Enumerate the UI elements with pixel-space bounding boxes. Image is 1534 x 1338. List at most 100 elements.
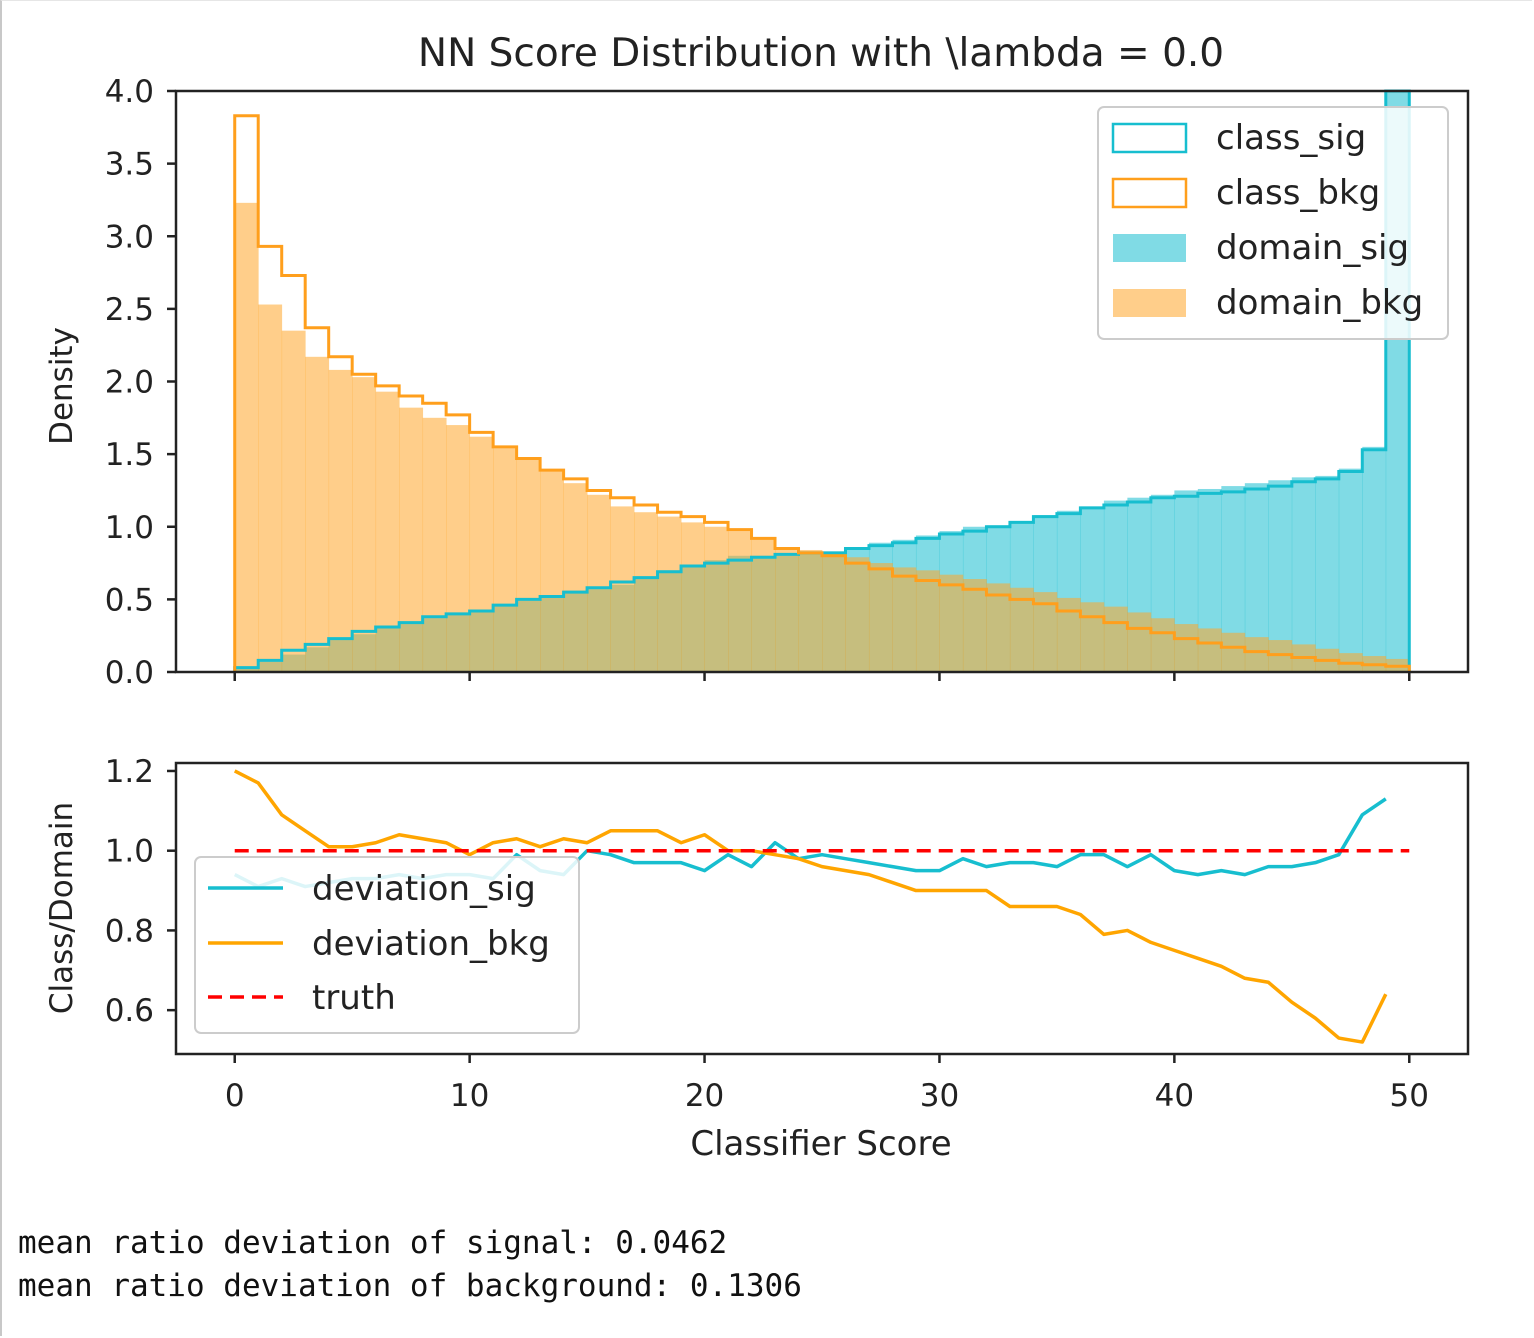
- histogram-y-label: Density: [44, 327, 80, 445]
- ratio-x-label: Classifier Score: [690, 1124, 951, 1164]
- domain-bkg-bar: [469, 436, 494, 672]
- domain-bkg-bar: [798, 549, 823, 672]
- domain-bkg-bar: [657, 516, 682, 672]
- domain-sig-bar: [1362, 446, 1387, 672]
- legend-label-truth: truth: [312, 978, 396, 1018]
- histogram-y-tick-label: 2.0: [105, 365, 154, 401]
- histogram-legend: class_sig class_bkg domain_sig domain_bk…: [1097, 106, 1449, 340]
- domain-bkg-bar: [822, 551, 846, 672]
- ratio-x-tick-label: 10: [450, 1078, 489, 1114]
- domain-bkg-bar: [422, 417, 447, 672]
- histogram-x-ticks: [233, 672, 1411, 681]
- domain-bkg-bar: [610, 506, 635, 672]
- histogram-y-tick-label: 3.5: [105, 147, 154, 183]
- ratio-axes-frame: [174, 761, 1470, 1056]
- histogram-y-tick-label: 4.0: [105, 74, 154, 110]
- ratio-x-tick-label: 0: [225, 1078, 245, 1114]
- legend-label-deviation-sig: deviation_sig: [312, 869, 536, 909]
- domain-bkg-bar: [328, 369, 353, 672]
- domain-sig-bar: [1315, 475, 1340, 672]
- ratio-y-tick-label: 1.0: [105, 834, 154, 870]
- domain-sig-bar: [1338, 468, 1363, 672]
- domain-bkg-bar: [681, 522, 705, 672]
- ratio-x-tick-label: 40: [1155, 1078, 1194, 1114]
- domain-bkg-bar: [845, 557, 870, 672]
- domain-bkg-bar: [587, 494, 611, 672]
- domain-sig-bar: [1244, 483, 1269, 672]
- domain-bkg-bar: [1009, 587, 1034, 672]
- domain-bkg-bar: [939, 574, 964, 672]
- domain-bkg-bar: [1033, 592, 1058, 672]
- domain-bkg-bar: [1056, 597, 1081, 672]
- domain-bkg-bar: [234, 202, 259, 672]
- domain-bkg-bar: [281, 330, 306, 672]
- domain-bkg-bar: [986, 583, 1011, 672]
- legend-label-domain-bkg: domain_bkg: [1216, 283, 1423, 323]
- domain-bkg-bar: [1080, 602, 1105, 672]
- ratio-x-ticks: 0 10 20 30 40 50: [225, 1054, 1429, 1114]
- domain-bkg-bar: [1244, 637, 1269, 672]
- histogram-y-tick-label: 2.5: [105, 292, 154, 328]
- domain-bkg-bar: [728, 531, 752, 672]
- ratio-x-tick-label: 30: [920, 1078, 959, 1114]
- ratio-x-tick-label: 50: [1390, 1078, 1429, 1114]
- domain-bkg-bar: [446, 425, 471, 672]
- output-line-signal: mean ratio deviation of signal: 0.0462: [18, 1225, 728, 1261]
- histogram-panel: 0.0 0.5 1.0 1.5 2.0 2.5 3.0 3.5 4.0 NN Score Dis…: [44, 31, 1470, 691]
- legend-label-domain-sig: domain_sig: [1216, 228, 1409, 268]
- domain-bkg-bar: [751, 538, 776, 672]
- ratio-y-tick-label: 1.2: [105, 754, 154, 790]
- histogram-title: NN Score Distribution with \lambda = 0.0: [418, 31, 1224, 76]
- ratio-y-tick-label: 0.6: [105, 993, 154, 1029]
- cell-output-text: mean ratio deviation of signal: 0.0462 me…: [18, 1222, 802, 1308]
- domain-bkg-bar: [1174, 624, 1199, 672]
- domain-bkg-bar: [516, 458, 541, 672]
- nn-score-figure: 0.0 0.5 1.0 1.5 2.0 2.5 3.0 3.5 4.0 NN Score Dis…: [44, 31, 1470, 1164]
- domain-bkg-bar: [892, 567, 917, 672]
- domain-bkg-bar: [493, 448, 518, 672]
- histogram-y-tick-label: 1.0: [105, 510, 154, 546]
- domain-sig-bar: [1197, 488, 1222, 672]
- histogram-y-ticks: 0.0 0.5 1.0 1.5 2.0 2.5 3.0 3.5 4.0: [105, 74, 176, 691]
- ratio-legend-box: [194, 856, 580, 1034]
- domain-bkg-bar: [868, 563, 893, 672]
- histogram-legend-box: [1097, 106, 1449, 340]
- domain-bkg-bar: [704, 526, 729, 672]
- legend-swatch-domain-sig: [1113, 234, 1186, 262]
- domain-bkg-bar: [962, 579, 987, 672]
- histogram-y-tick-label: 0.5: [105, 582, 154, 618]
- domain-sig-bar: [1291, 477, 1316, 672]
- histogram-y-tick-label: 3.0: [105, 219, 154, 255]
- ratio-panel: 0.6 0.8 1.0 1.2 0 10 20 30 40 50 Class/Domain Cl…: [44, 754, 1470, 1164]
- domain-bkg-bar: [1127, 612, 1152, 672]
- legend-label-class-sig: class_sig: [1216, 118, 1366, 158]
- domain-bkg-bar: [775, 548, 799, 672]
- domain-bkg-bar: [1221, 632, 1246, 672]
- domain-bkg-bar: [1197, 628, 1222, 672]
- ratio-y-tick-label: 0.8: [105, 913, 154, 949]
- deviation-bkg-line: [233, 769, 1388, 1044]
- domain-sig-bar: [1221, 486, 1246, 672]
- ratio-y-label: Class/Domain: [44, 802, 80, 1014]
- legend-label-deviation-bkg: deviation_bkg: [312, 924, 550, 964]
- domain-bkg-bar: [540, 470, 564, 672]
- histogram-y-tick-label: 0.0: [105, 655, 154, 691]
- legend-label-class-bkg: class_bkg: [1216, 173, 1380, 213]
- ratio-legend: deviation_sig deviation_bkg truth: [194, 856, 580, 1034]
- ratio-x-tick-label: 20: [685, 1078, 724, 1114]
- legend-swatch-domain-bkg: [1113, 289, 1186, 317]
- domain-bkg-bar: [634, 512, 658, 672]
- legend-swatch-class-sig: [1111, 122, 1188, 154]
- domain-sig-bar: [1268, 480, 1293, 672]
- histogram-steps: [233, 89, 1411, 672]
- domain-bkg-bar: [399, 407, 424, 672]
- class-bkg-step-line: [233, 114, 1411, 672]
- domain-bkg-bar: [1103, 606, 1128, 672]
- legend-swatch-class-bkg: [1111, 177, 1188, 209]
- domain-bkg-bar: [258, 304, 283, 672]
- output-line-background: mean ratio deviation of background: 0.13…: [18, 1268, 802, 1304]
- ratio-y-ticks: 0.6 0.8 1.0 1.2: [105, 754, 176, 1029]
- domain-bkg-bar: [352, 377, 377, 672]
- domain-bkg-bar: [915, 570, 940, 672]
